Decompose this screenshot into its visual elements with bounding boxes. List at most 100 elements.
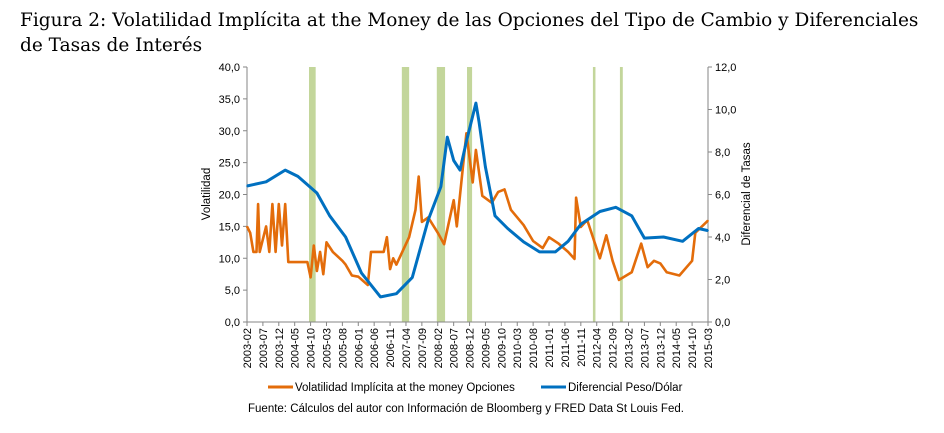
volatility-point bbox=[497, 191, 499, 193]
y2-tick-label: 8,0 bbox=[715, 147, 730, 159]
rate-differential-point bbox=[599, 210, 601, 213]
legend-label-differential: Diferencial Peso/Dólar bbox=[568, 382, 683, 394]
volatility-point bbox=[284, 203, 286, 205]
y2-tick-label: 6,0 bbox=[715, 190, 730, 202]
rate-differential-point bbox=[522, 241, 525, 243]
rate-differential-point bbox=[459, 169, 461, 171]
volatility-point bbox=[332, 251, 334, 253]
volatility-point bbox=[707, 219, 709, 222]
volatility-point bbox=[306, 261, 309, 263]
volatility-point bbox=[249, 231, 251, 234]
volatility-point bbox=[258, 251, 261, 253]
y2-tick-label: 10,0 bbox=[715, 105, 736, 117]
x-tick-label: 2003-07 bbox=[258, 328, 270, 368]
x-tick-label: 2004-10 bbox=[306, 328, 318, 368]
volatility-point bbox=[389, 268, 391, 270]
volatility-point bbox=[503, 188, 506, 191]
rate-differential-point bbox=[643, 237, 646, 239]
volatility-point bbox=[309, 276, 312, 279]
volatility-point bbox=[548, 236, 550, 239]
y2-tick-label: 12,0 bbox=[715, 62, 736, 74]
volatility-point bbox=[557, 242, 560, 245]
volatility-point bbox=[255, 251, 258, 253]
rate-differential-point bbox=[697, 227, 700, 230]
volatility-point bbox=[599, 257, 601, 260]
y-tick-label: 5,0 bbox=[225, 285, 240, 297]
shaded-period-band bbox=[467, 67, 473, 322]
volatility-point bbox=[678, 274, 681, 277]
volatility-line bbox=[245, 132, 709, 287]
volatility-point bbox=[456, 225, 458, 228]
x-tick-label: 2005-03 bbox=[321, 328, 333, 368]
volatility-point bbox=[252, 251, 255, 253]
volatility-point bbox=[443, 243, 445, 246]
rate-differential-point bbox=[475, 102, 477, 104]
y-tick-label: 10,0 bbox=[219, 253, 240, 265]
rate-differential-point bbox=[427, 219, 430, 221]
volatility-point bbox=[417, 175, 420, 178]
rate-differential-point bbox=[478, 121, 480, 124]
volatility-point bbox=[312, 244, 315, 247]
rate-differential-point bbox=[452, 159, 455, 162]
volatility-point bbox=[277, 203, 280, 205]
volatility-point bbox=[382, 251, 385, 253]
x-tick-label: 2006-01 bbox=[353, 328, 365, 368]
shaded-period-band bbox=[619, 67, 623, 322]
volatility-point bbox=[471, 181, 474, 184]
shaded-period-band bbox=[436, 67, 446, 322]
rate-differential-point bbox=[360, 272, 363, 274]
rate-differential-point bbox=[284, 169, 286, 171]
volatility-point bbox=[370, 251, 372, 253]
x-tick-label: 2008-02 bbox=[433, 328, 445, 368]
rate-differential-point bbox=[630, 214, 633, 217]
volatility-point bbox=[392, 257, 395, 260]
rate-differential-point bbox=[297, 175, 299, 178]
volatility-point bbox=[691, 260, 693, 262]
rate-differential-point bbox=[440, 185, 442, 188]
volatility-point bbox=[475, 149, 477, 151]
volatility-point bbox=[510, 209, 512, 211]
volatility-point bbox=[344, 263, 347, 266]
x-tick-label: 2012-04 bbox=[592, 328, 604, 368]
volatility-point bbox=[522, 224, 525, 226]
x-tick-label: 2003-12 bbox=[274, 328, 286, 368]
volatility-point bbox=[611, 260, 614, 262]
x-tick-label: 2003-02 bbox=[242, 328, 254, 368]
y2-axis-label: Diferencial de Tasas bbox=[741, 142, 753, 246]
volatility-point bbox=[274, 251, 277, 253]
x-tick-label: 2005-08 bbox=[337, 328, 349, 368]
rate-differential-point bbox=[395, 292, 398, 295]
volatility-point bbox=[271, 203, 274, 205]
rate-differential-point bbox=[494, 214, 496, 217]
y2-tick-label: 0,0 bbox=[715, 317, 730, 329]
volatility-point bbox=[630, 271, 633, 274]
x-tick-label: 2010-08 bbox=[528, 328, 540, 368]
y-tick-label: 25,0 bbox=[219, 158, 240, 170]
volatility-point bbox=[246, 225, 248, 228]
x-tick-label: 2009-05 bbox=[480, 328, 492, 368]
legend: Volatilidad Implícita at the money Opcio… bbox=[268, 382, 683, 394]
rate-differential-point bbox=[567, 240, 569, 243]
volatility-point bbox=[268, 251, 271, 253]
rate-differential-point bbox=[615, 206, 617, 209]
figure-title: Figura 2: Volatilidad Implícita at the M… bbox=[20, 10, 919, 56]
volatility-point bbox=[653, 260, 655, 262]
x-tick-label: 2014-10 bbox=[687, 328, 699, 368]
rate-differential-point bbox=[681, 240, 684, 243]
x-tick-label: 2012-09 bbox=[608, 328, 620, 368]
volatility-point bbox=[414, 209, 417, 211]
volatility-point bbox=[319, 251, 321, 253]
rate-differential-point bbox=[506, 227, 509, 230]
shaded-period-band bbox=[401, 67, 410, 322]
volatility-point bbox=[618, 279, 620, 281]
source-note: Fuente: Cálculos del autor con Informaci… bbox=[248, 403, 684, 415]
y-tick-label: 0,0 bbox=[225, 317, 240, 329]
x-tick-label: 2013-12 bbox=[655, 328, 667, 368]
y-tick-label: 20,0 bbox=[219, 190, 240, 202]
y2-tick-label: 4,0 bbox=[715, 232, 730, 244]
y-tick-label: 30,0 bbox=[219, 126, 240, 138]
shaded-period-band bbox=[308, 67, 316, 322]
rate-differential-point bbox=[328, 214, 331, 217]
y-tick-label: 40,0 bbox=[219, 62, 240, 74]
